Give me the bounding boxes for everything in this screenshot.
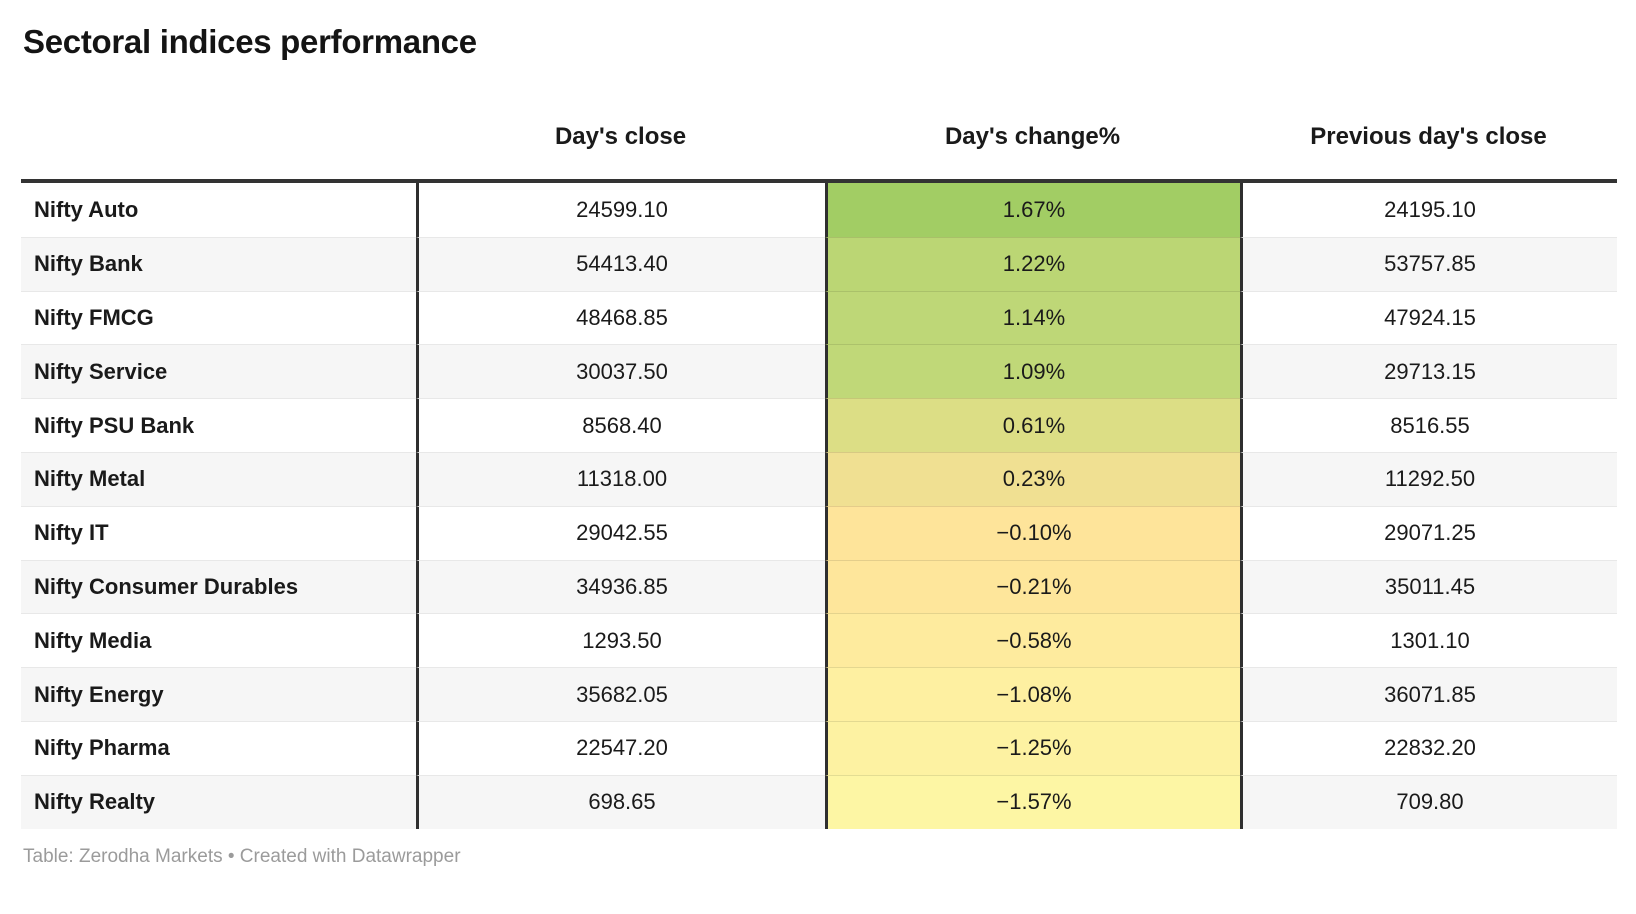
row-label: Nifty Energy bbox=[21, 667, 416, 721]
days-change-cell: −1.57% bbox=[825, 774, 1240, 829]
days-close-cell: 29042.55 bbox=[416, 505, 825, 560]
table-header-row: Day's close Day's change% Previous day's… bbox=[21, 120, 1617, 179]
table-row: Nifty Energy 35682.05 −1.08% 36071.85 bbox=[21, 667, 1617, 721]
days-close-cell: 22547.20 bbox=[416, 720, 825, 775]
prev-close-cell: 36071.85 bbox=[1240, 667, 1617, 721]
table-row: Nifty Metal 11318.00 0.23% 11292.50 bbox=[21, 451, 1617, 506]
table-footer: Table: Zerodha Markets • Created with Da… bbox=[23, 845, 461, 867]
row-label: Nifty IT bbox=[21, 505, 416, 560]
prev-close-cell: 47924.15 bbox=[1240, 290, 1617, 345]
row-label: Nifty PSU Bank bbox=[21, 398, 416, 452]
prev-close-cell: 53757.85 bbox=[1240, 236, 1617, 291]
days-change-cell: 1.67% bbox=[825, 183, 1240, 237]
days-close-cell: 24599.10 bbox=[416, 183, 825, 237]
col-header-empty bbox=[21, 120, 416, 179]
days-close-cell: 30037.50 bbox=[416, 344, 825, 399]
days-change-cell: −1.25% bbox=[825, 720, 1240, 775]
prev-close-cell: 8516.55 bbox=[1240, 398, 1617, 452]
days-close-cell: 8568.40 bbox=[416, 398, 825, 452]
days-change-cell: 1.22% bbox=[825, 236, 1240, 291]
prev-close-cell: 35011.45 bbox=[1240, 559, 1617, 614]
prev-close-cell: 24195.10 bbox=[1240, 183, 1617, 237]
table-row: Nifty Bank 54413.40 1.22% 53757.85 bbox=[21, 236, 1617, 291]
prev-close-cell: 22832.20 bbox=[1240, 720, 1617, 775]
days-change-cell: 0.61% bbox=[825, 398, 1240, 452]
days-change-cell: −1.08% bbox=[825, 667, 1240, 721]
days-close-cell: 34936.85 bbox=[416, 559, 825, 614]
row-label: Nifty FMCG bbox=[21, 290, 416, 345]
days-change-cell: 1.14% bbox=[825, 290, 1240, 345]
col-header-days-change: Day's change% bbox=[944, 123, 1121, 150]
days-close-cell: 48468.85 bbox=[416, 290, 825, 345]
days-close-cell: 54413.40 bbox=[416, 236, 825, 291]
prev-close-cell: 29713.15 bbox=[1240, 344, 1617, 399]
row-label: Nifty Metal bbox=[21, 451, 416, 506]
row-label: Nifty Pharma bbox=[21, 720, 416, 775]
table-row: Nifty PSU Bank 8568.40 0.61% 8516.55 bbox=[21, 398, 1617, 452]
days-change-cell: −0.21% bbox=[825, 559, 1240, 614]
prev-close-cell: 11292.50 bbox=[1240, 451, 1617, 506]
row-label: Nifty Consumer Durables bbox=[21, 559, 416, 614]
days-change-cell: 1.09% bbox=[825, 344, 1240, 399]
row-label: Nifty Media bbox=[21, 613, 416, 668]
prev-close-cell: 29071.25 bbox=[1240, 505, 1617, 560]
table-row: Nifty Realty 698.65 −1.57% 709.80 bbox=[21, 774, 1617, 829]
table-row: Nifty Service 30037.50 1.09% 29713.15 bbox=[21, 344, 1617, 399]
row-label: Nifty Service bbox=[21, 344, 416, 399]
days-change-cell: −0.10% bbox=[825, 505, 1240, 560]
days-close-cell: 698.65 bbox=[416, 774, 825, 829]
days-close-cell: 11318.00 bbox=[416, 451, 825, 506]
table-row: Nifty Consumer Durables 34936.85 −0.21% 350… bbox=[21, 559, 1617, 614]
row-label: Nifty Bank bbox=[21, 236, 416, 291]
days-close-cell: 1293.50 bbox=[416, 613, 825, 668]
table-body: Nifty Auto 24599.10 1.67% 24195.10 Nifty Ban… bbox=[21, 179, 1617, 829]
days-change-cell: −0.58% bbox=[825, 613, 1240, 668]
table-row: Nifty IT 29042.55 −0.10% 29071.25 bbox=[21, 505, 1617, 560]
col-header-days-close: Day's close bbox=[554, 123, 687, 150]
row-label: Nifty Realty bbox=[21, 774, 416, 829]
prev-close-cell: 709.80 bbox=[1240, 774, 1617, 829]
prev-close-cell: 1301.10 bbox=[1240, 613, 1617, 668]
table-row: Nifty Pharma 22547.20 −1.25% 22832.20 bbox=[21, 720, 1617, 775]
table-row: Nifty Auto 24599.10 1.67% 24195.10 bbox=[21, 183, 1617, 237]
table-row: Nifty FMCG 48468.85 1.14% 47924.15 bbox=[21, 290, 1617, 345]
days-close-cell: 35682.05 bbox=[416, 667, 825, 721]
row-label: Nifty Auto bbox=[21, 183, 416, 237]
col-header-prev-close: Previous day's close bbox=[1310, 123, 1547, 150]
table-row: Nifty Media 1293.50 −0.58% 1301.10 bbox=[21, 613, 1617, 668]
page-title: Sectoral indices performance bbox=[23, 23, 477, 60]
days-change-cell: 0.23% bbox=[825, 451, 1240, 506]
